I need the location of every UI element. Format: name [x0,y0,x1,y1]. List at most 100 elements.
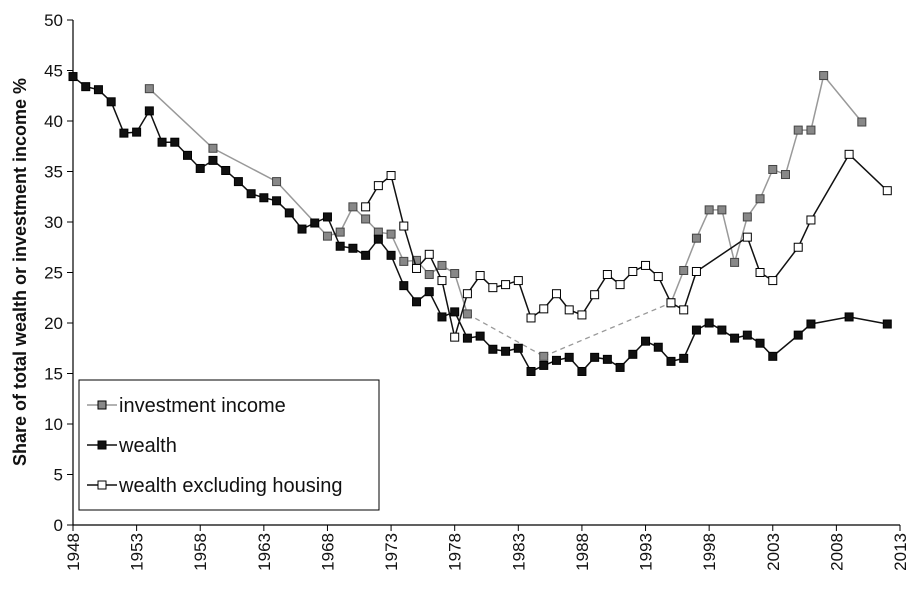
data-point [399,256,409,266]
y-tick-label: 20 [44,314,63,333]
data-point [730,333,740,343]
data-point [857,117,867,127]
x-tick-label: 1953 [128,533,147,571]
data-point [755,268,765,277]
x-tick-label: 1993 [637,533,656,571]
data-point [526,313,536,323]
data-point [679,265,689,275]
data-point [653,342,663,352]
data-point [806,215,816,225]
data-point [590,352,600,362]
legend-label: wealth excluding housing [118,475,343,497]
data-point [717,325,727,335]
data-point [272,196,282,206]
data-point [679,305,689,315]
series-line [72,75,888,373]
data-point [691,233,701,243]
data-point [157,137,167,147]
legend-label: investment income [119,395,286,417]
data-point [437,312,447,322]
data-point [450,307,460,317]
data-point [526,366,536,376]
data-point [666,298,676,308]
data-point [195,163,205,173]
data-point [386,171,396,181]
data-point [322,231,332,241]
gap-connector [543,302,672,357]
data-point [475,331,485,341]
data-point [742,232,752,242]
data-point [284,208,294,218]
data-point [424,287,434,297]
data-point [399,281,409,291]
data-point [462,309,472,319]
data-point [462,289,472,299]
data-point [653,272,663,282]
data-point [475,271,485,281]
data-point [361,250,371,260]
data-point [272,177,282,187]
data-point [602,354,612,364]
data-point [208,155,218,165]
data-point [221,165,231,175]
data-point [628,349,638,359]
y-tick-label: 15 [44,365,63,384]
data-point [704,205,714,215]
data-point [501,280,511,290]
data-point [564,352,574,362]
data-point [513,343,523,353]
data-point [577,366,587,376]
legend-marker [97,440,107,450]
data-point [144,106,154,116]
data-point [844,149,854,159]
data-point [348,202,358,212]
data-point [513,276,523,286]
data-point [742,212,752,222]
data-point [730,257,740,267]
x-tick-label: 1983 [509,533,528,571]
data-point [641,260,651,270]
legend-box [78,379,380,511]
data-point [551,289,561,299]
data-point [399,221,409,231]
y-tick-label: 35 [44,163,63,182]
data-point [539,304,549,314]
data-point [590,290,600,300]
data-point [437,276,447,286]
legend-label: wealth [118,435,177,457]
data-point [615,280,625,290]
data-point [310,218,320,228]
data-point [424,270,434,280]
y-tick-label: 50 [44,11,63,30]
data-point [551,355,561,365]
data-point [704,318,714,328]
legend-marker [97,480,107,490]
data-point [539,360,549,370]
data-point [628,266,638,276]
gap-connector [467,313,545,357]
x-tick-label: 1963 [255,533,274,571]
data-point [81,82,91,92]
y-tick-label: 25 [44,264,63,283]
data-point [170,137,180,147]
data-point [882,186,892,196]
y-tick-label: 45 [44,62,63,81]
data-point [233,177,243,187]
data-point [768,351,778,361]
data-point [488,344,498,354]
data-point [488,283,498,293]
data-point [755,194,765,204]
data-point [742,330,752,340]
x-tick-label: 2008 [827,533,846,571]
data-point [424,249,434,259]
data-point [768,276,778,286]
data-point [259,193,269,203]
data-point [717,205,727,215]
data-point [819,71,829,81]
x-tick-label: 1968 [318,533,337,571]
x-tick-label: 1998 [700,533,719,571]
data-point [806,125,816,135]
data-point [412,297,422,307]
y-tick-label: 0 [54,516,63,535]
data-point [793,330,803,340]
